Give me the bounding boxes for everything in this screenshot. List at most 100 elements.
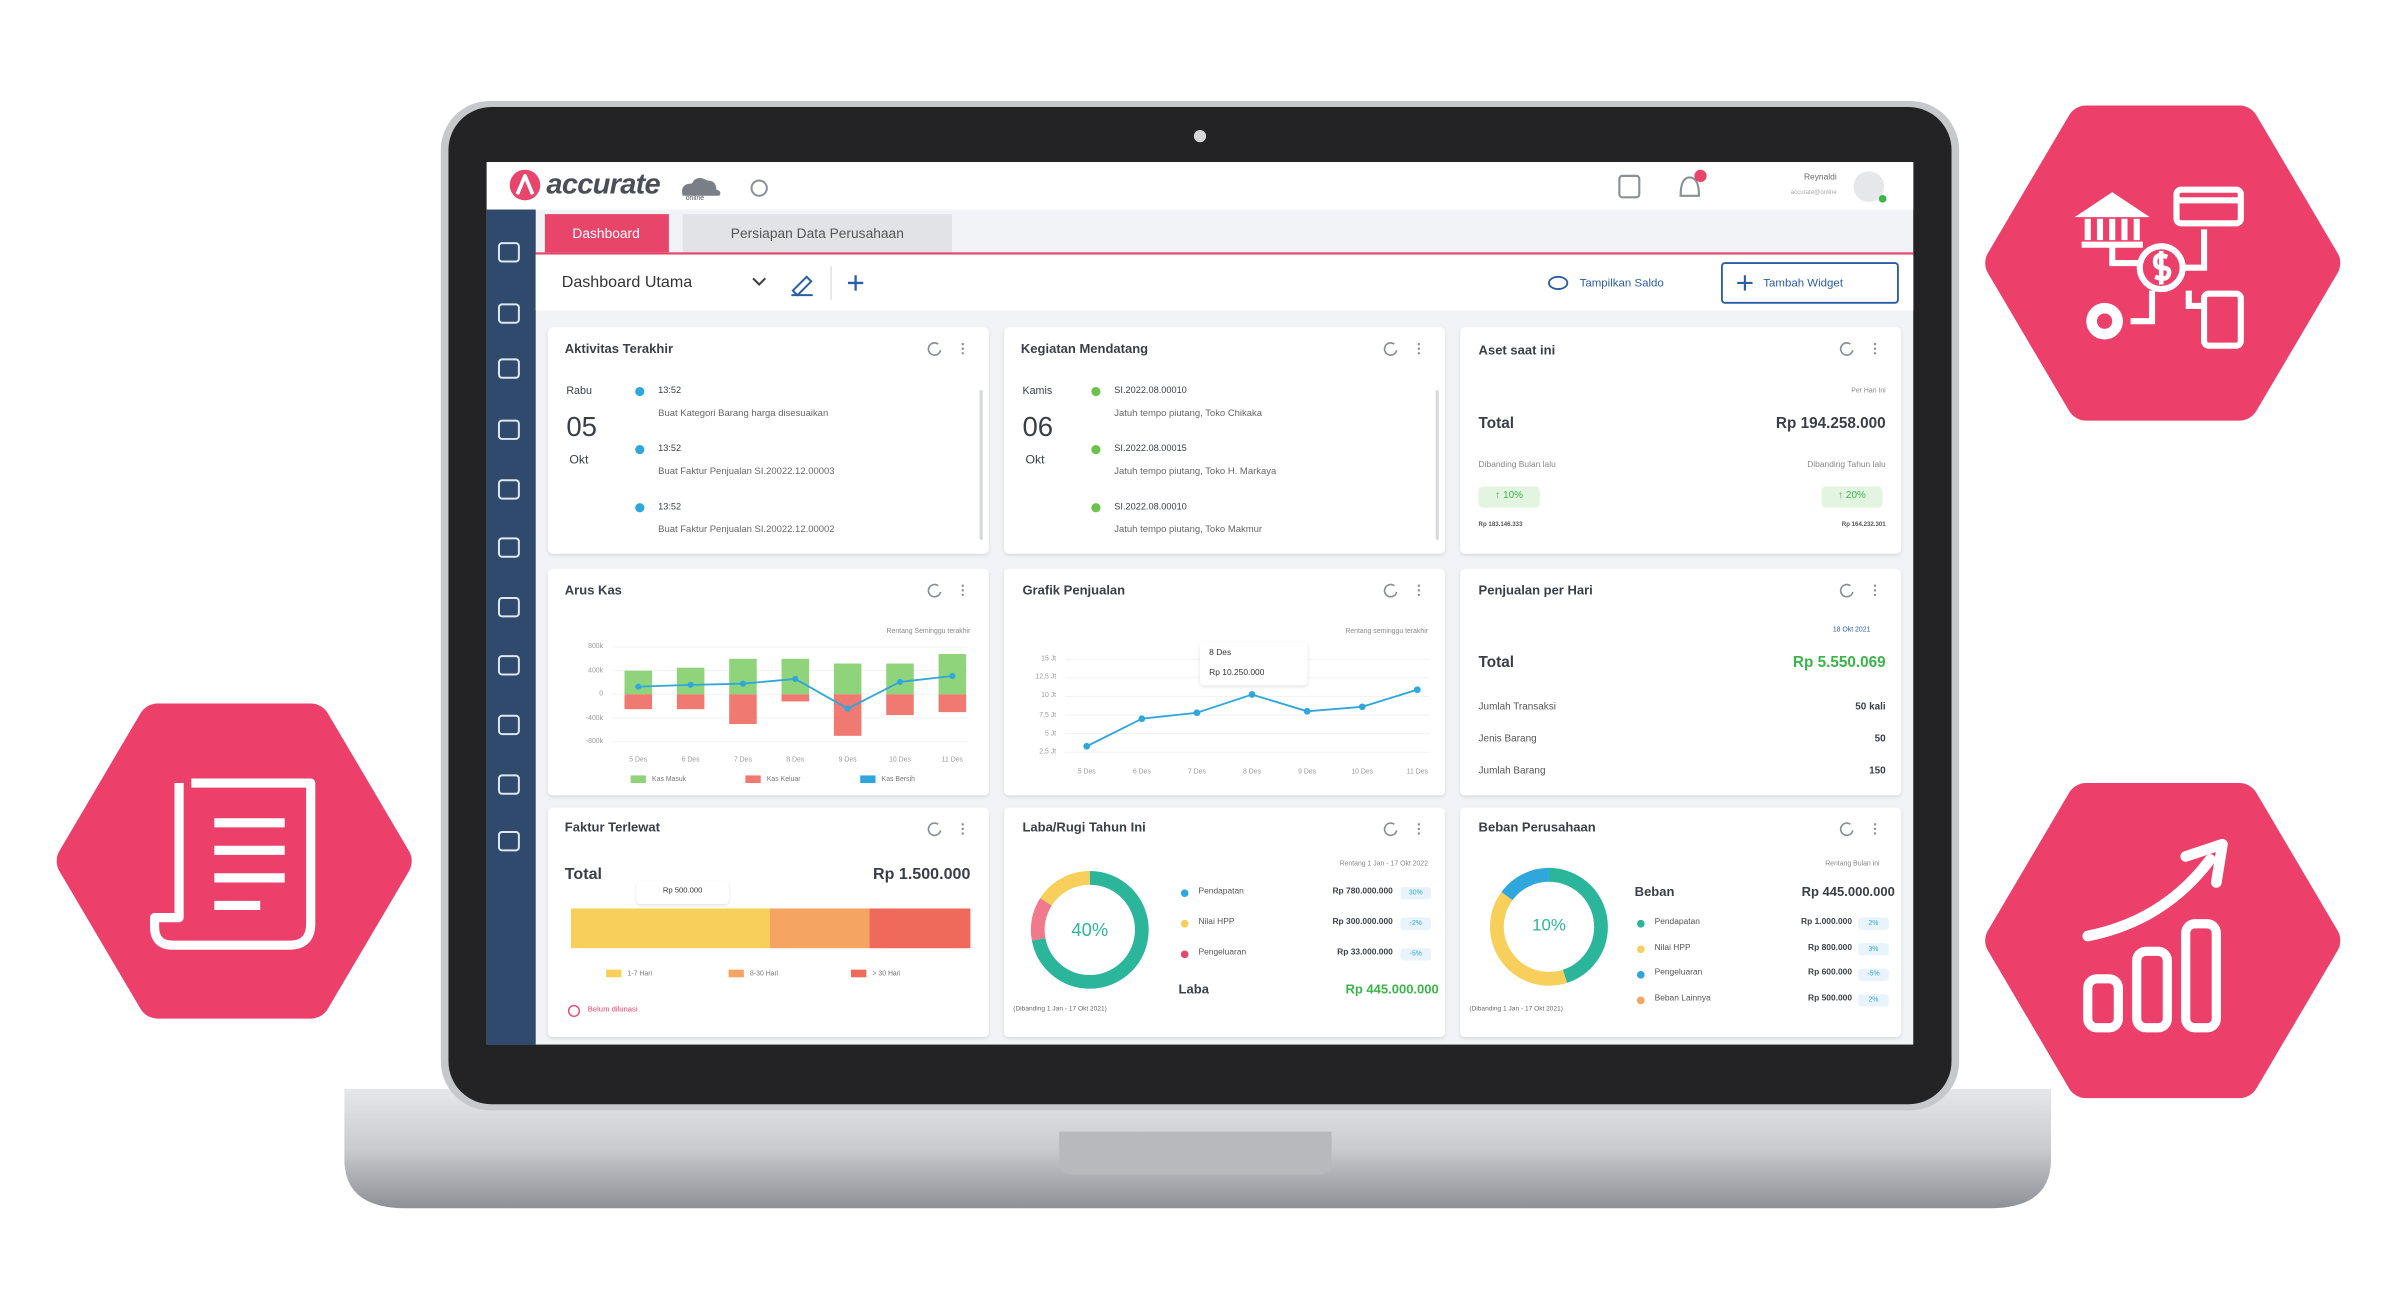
footer: Belum dilunasi (587, 1005, 638, 1015)
menu-dot (1417, 347, 1421, 350)
date-picker[interactable]: 18 Okt 2021 (1832, 625, 1871, 633)
dropdown-icon[interactable] (752, 277, 767, 286)
period: Per Hari Ini (1851, 386, 1886, 395)
bar (729, 658, 757, 695)
row-label: Nilai HPP (1198, 918, 1235, 928)
y-tick-label: 0 (599, 689, 604, 698)
y-tick-label: 12,5 Jt (1035, 672, 1057, 681)
total-label: Total (564, 865, 603, 884)
eye-icon[interactable] (1548, 275, 1569, 290)
y-tick-label: 15 Jt (1041, 654, 1057, 662)
add-widget[interactable]: Tambah Widget (1763, 275, 1844, 290)
point (1083, 742, 1091, 750)
refresh-icon[interactable] (927, 583, 942, 598)
refresh-icon[interactable] (1839, 342, 1854, 356)
point (739, 680, 747, 687)
add-widget-button[interactable] (1721, 262, 1899, 304)
tab[interactable]: Persiapan Data Perusahaan (730, 225, 904, 241)
menu-dot (961, 823, 964, 826)
tab-bg[interactable] (682, 214, 953, 253)
sidebar-icon[interactable] (497, 830, 520, 852)
sidebar-icon[interactable] (497, 479, 520, 500)
refresh-icon[interactable] (1383, 342, 1398, 356)
tab-active-bg[interactable] (544, 214, 669, 253)
row-label: Beban Lainnya (1654, 994, 1711, 1004)
tooltip-date: 8 Des (1209, 648, 1232, 659)
edit-icon[interactable] (791, 275, 813, 297)
tab[interactable]: Dashboard (572, 225, 640, 241)
dashboard-name[interactable]: Dashboard Utama (561, 273, 693, 292)
x-tick-label: 9 Des (1298, 767, 1317, 776)
menu-dot (1873, 827, 1877, 831)
x-tick-label: 11 Des (1406, 767, 1429, 776)
refresh-icon[interactable] (927, 342, 942, 356)
laptop-notch (1059, 1131, 1332, 1175)
sidebar-icon[interactable] (497, 714, 520, 736)
row-pct: 3% (1868, 944, 1879, 952)
refresh-icon[interactable] (927, 822, 942, 837)
add-icon[interactable] (847, 275, 864, 291)
tooltip (1199, 642, 1308, 686)
bar (624, 694, 653, 710)
refresh-icon[interactable] (1839, 822, 1854, 837)
avatar[interactable] (1853, 171, 1885, 202)
refresh-icon[interactable] (1383, 822, 1398, 837)
x-tick-label: 5 Des (1077, 767, 1096, 776)
legend-swatch (630, 775, 646, 784)
point (1138, 715, 1146, 723)
pct-badge (1858, 943, 1889, 956)
bell-icon[interactable] (1679, 176, 1701, 197)
y-tick-label: 7,5 Jt (1039, 710, 1057, 718)
total: Rp 194.258.000 (1775, 415, 1886, 433)
card-title: Laba/Rugi Tahun Ini (1022, 819, 1146, 835)
menu-dot (1417, 352, 1421, 355)
point (896, 678, 904, 685)
month: Okt (1025, 452, 1045, 467)
card (1460, 327, 1902, 554)
menu-dot (1873, 589, 1877, 592)
show-balance[interactable]: Tampilkan Saldo (1579, 275, 1664, 290)
calendar-icon[interactable] (1618, 174, 1641, 199)
menu-dot (1873, 832, 1877, 835)
legend-dot (1180, 889, 1189, 897)
search-icon[interactable] (750, 179, 768, 197)
aging-segment (769, 908, 870, 949)
refresh-icon[interactable] (1383, 583, 1398, 598)
refresh-icon[interactable] (1839, 583, 1854, 598)
timeline-dot (1091, 386, 1101, 397)
sidebar-icon[interactable] (497, 303, 520, 324)
sidebar-icon[interactable] (497, 655, 520, 676)
timeline-dot (1091, 503, 1101, 513)
point (949, 672, 956, 680)
sidebar-icon[interactable] (497, 358, 520, 379)
sidebar-icon[interactable] (497, 242, 520, 263)
legend-swatch (745, 775, 761, 784)
pct-badge (1858, 968, 1889, 981)
pct-badge (1858, 994, 1889, 1007)
scrollbar (979, 389, 983, 540)
legend-dot (1636, 945, 1645, 954)
point (635, 683, 642, 690)
total: Rp 1.500.000 (872, 865, 971, 884)
bar (624, 670, 653, 695)
x-tick-label: 6 Des (1132, 767, 1151, 776)
card-title: Arus Kas (564, 582, 622, 598)
menu-dot (1417, 823, 1421, 826)
range-label: Rentang seminggu terakhir (1345, 626, 1429, 635)
logo: accurate (546, 168, 660, 202)
bar (676, 667, 705, 695)
x-tick-label: 11 Des (941, 755, 963, 763)
menu-dot (961, 589, 964, 592)
card (547, 327, 989, 554)
range-label: Rentang Bulan ini (1825, 859, 1880, 867)
sidebar-icon[interactable] (497, 774, 520, 795)
timeline-dot (635, 503, 645, 513)
donut-segment (1490, 867, 1608, 986)
sidebar-icon[interactable] (497, 419, 520, 440)
day: Kamis (1022, 386, 1053, 397)
sidebar-icon[interactable] (497, 537, 520, 558)
charts (612, 642, 1430, 784)
sidebar-icon[interactable] (497, 597, 520, 618)
